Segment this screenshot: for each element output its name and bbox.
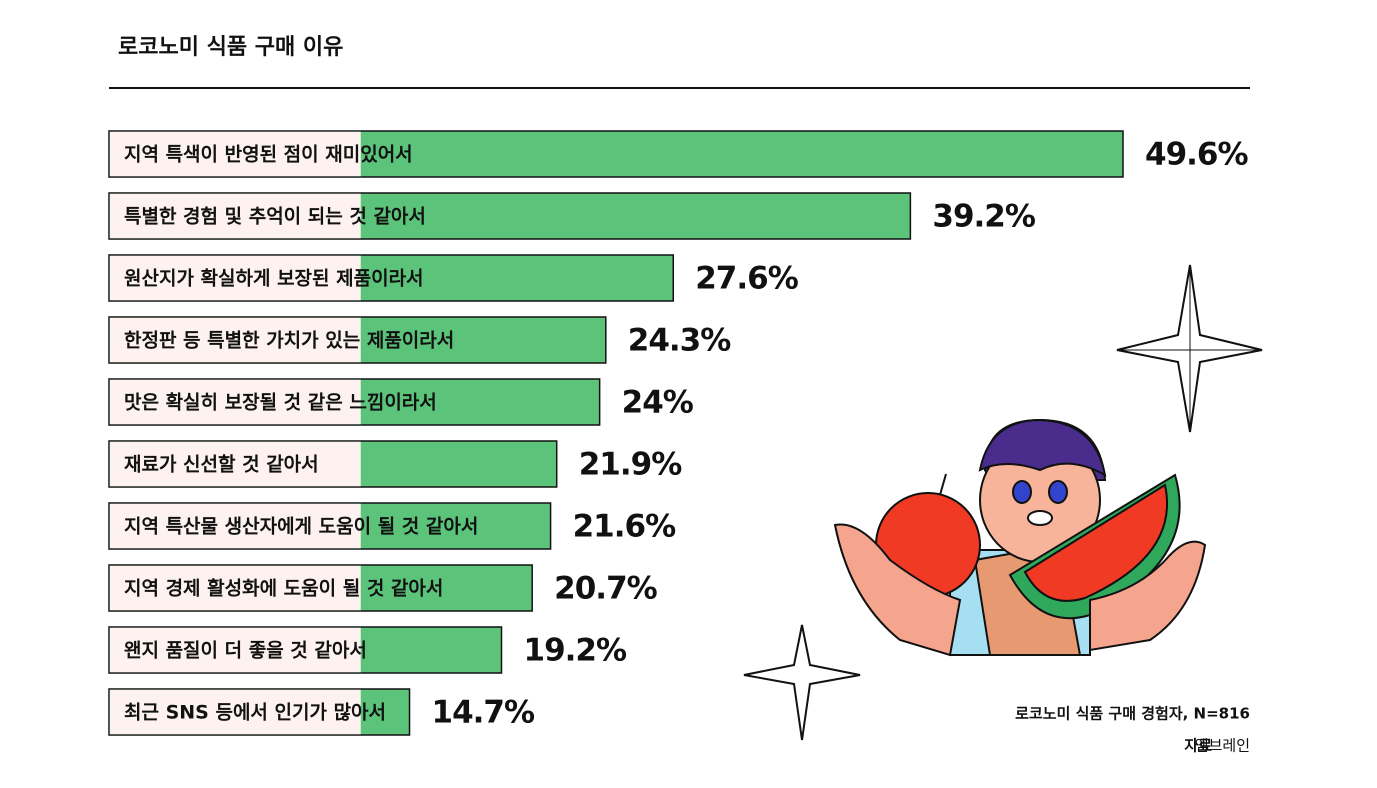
value-label: 39.2% (932, 199, 1035, 235)
value-label: 24.3% (628, 323, 731, 359)
bar-label-bg (109, 131, 361, 177)
bar-label-bg (109, 689, 361, 735)
bar-label: 원산지가 확실하게 보장된 제품이라서 (124, 267, 424, 290)
bar-label: 맛은 확실히 보장될 것 같은 느낌이라서 (124, 391, 437, 414)
bar-label: 지역 경제 활성화에 도움이 될 것 같아서 (124, 578, 443, 600)
bar-label-bg (109, 255, 361, 301)
source-label: 자료 (1184, 737, 1212, 755)
value-label: 24% (622, 385, 694, 421)
value-label: 21.6% (573, 509, 676, 545)
value-label: 20.7% (554, 571, 657, 607)
bar-label: 지역 특산물 생산자에게 도움이 될 것 같아서 (124, 516, 478, 538)
chart-title: 로코노미 식품 구매 이유 (118, 35, 343, 60)
illustration (743, 264, 1263, 741)
bar-label: 최근 SNS 등에서 인기가 많아서 (124, 702, 386, 724)
bar-label-bg (109, 627, 361, 673)
value-label: 14.7% (432, 695, 535, 731)
bar-label-bg (109, 193, 361, 239)
bar-label: 한정판 등 특별한 가치가 있는 제품이라서 (124, 330, 454, 352)
bar-label-bg (109, 503, 361, 549)
bar-label: 특별한 경험 및 추억이 되는 것 같아서 (124, 206, 426, 228)
bar-label-bg (109, 565, 361, 611)
bar-label-bg (109, 317, 361, 363)
value-label: 27.6% (695, 261, 798, 297)
bar-label: 재료가 신선할 것 같아서 (124, 453, 319, 476)
note: 로코노미 식품 구매 경험자, N=816 (1015, 705, 1250, 723)
bar-label: 지역 특색이 반영된 점이 재미있어서 (124, 144, 413, 166)
value-label: 49.6% (1145, 137, 1248, 173)
source: 엠브레인 (1195, 737, 1250, 755)
bar-label-bg (109, 441, 361, 487)
bar-label: 왠지 품질이 더 좋을 것 같아서 (124, 640, 367, 662)
value-label: 21.9% (579, 447, 682, 483)
bar-label-bg (109, 379, 361, 425)
value-label: 19.2% (524, 633, 627, 669)
